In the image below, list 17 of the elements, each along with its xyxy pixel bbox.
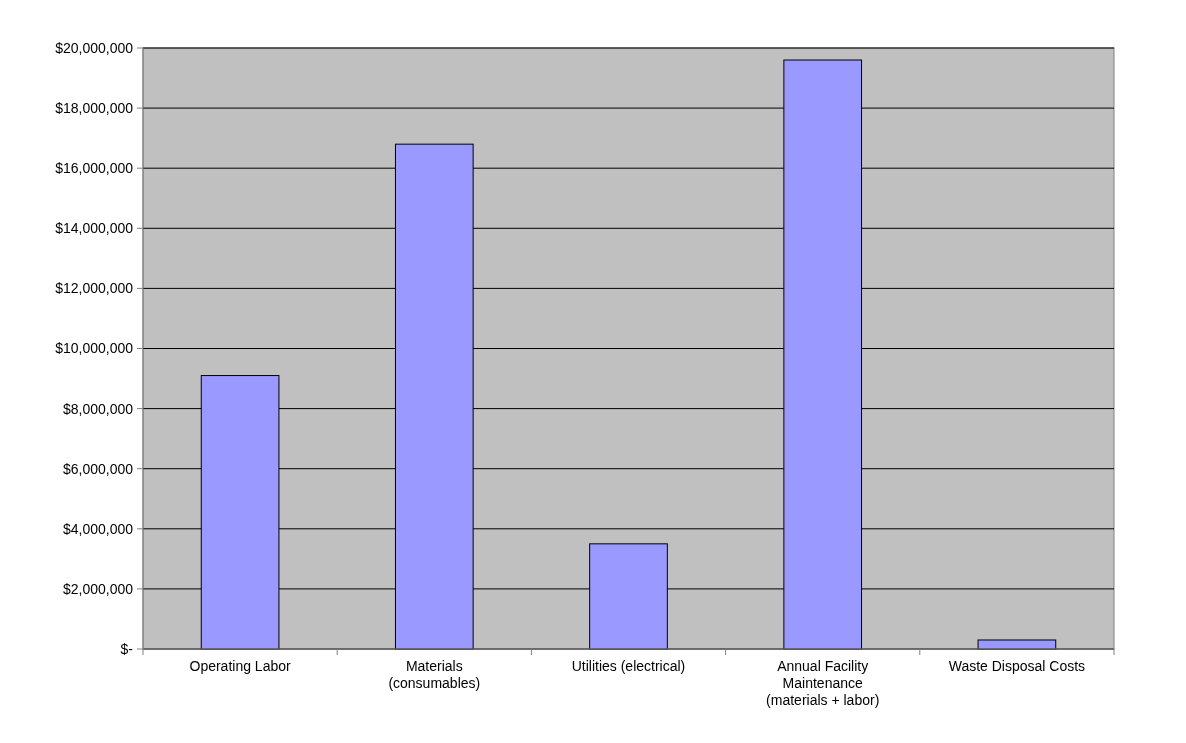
x-tick-label: Operating Labor xyxy=(189,658,292,674)
y-tick-label: $16,000,000 xyxy=(55,160,134,177)
y-tick-label: $2,000,000 xyxy=(62,580,134,597)
x-tick-label: Annual Facility Maintenance (materials + labor) xyxy=(766,658,880,708)
x-tick-label: Utilities (electrical) xyxy=(571,658,686,674)
y-tick-label: $6,000,000 xyxy=(62,460,134,477)
x-tick-label: Materials (consumables) xyxy=(388,658,481,691)
bar xyxy=(977,639,1057,650)
y-tick-label: $4,000,000 xyxy=(62,520,134,537)
y-tick-label: $8,000,000 xyxy=(62,400,134,417)
y-tick-label: $12,000,000 xyxy=(55,280,134,297)
y-tick-label: $20,000,000 xyxy=(55,39,134,56)
y-tick-label: $10,000,000 xyxy=(55,340,134,357)
y-tick-label: $18,000,000 xyxy=(55,100,134,116)
y-tick-label: $14,000,000 xyxy=(55,220,134,237)
y-tick-label: $- xyxy=(120,640,134,657)
x-tick-label: Waste Disposal Costs xyxy=(948,658,1086,674)
